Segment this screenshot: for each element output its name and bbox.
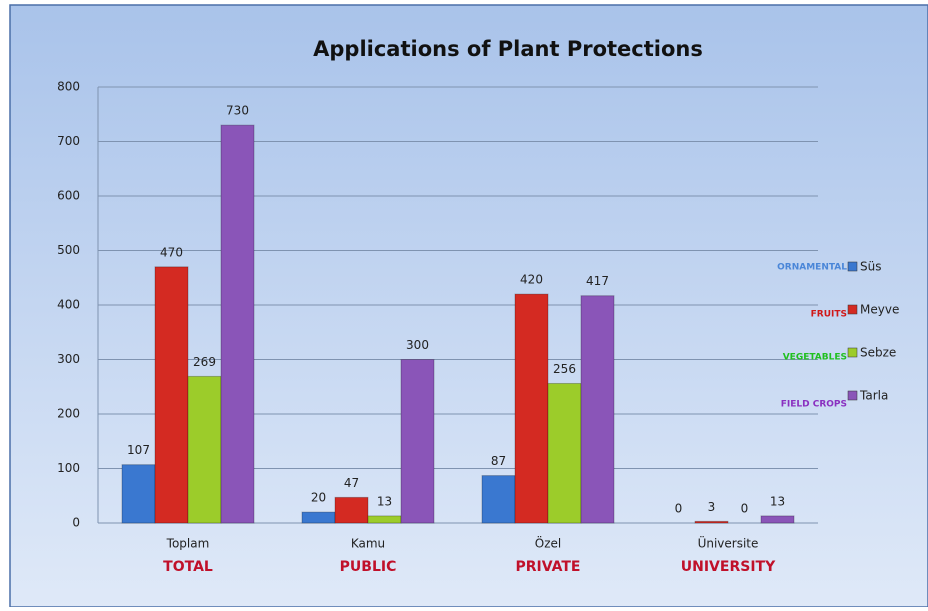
- x-tick-label: Kamu: [351, 537, 385, 551]
- x-tick-label: Üniversite: [698, 535, 759, 551]
- y-tick-label: 600: [57, 189, 80, 203]
- y-tick-label: 800: [57, 80, 80, 94]
- y-tick-label: 0: [72, 516, 80, 530]
- y-tick-label: 200: [57, 407, 80, 421]
- legend-label: Sebze: [860, 346, 896, 360]
- data-label: 420: [520, 273, 543, 287]
- data-label: 269: [193, 355, 216, 369]
- bar: [334, 496, 369, 524]
- legend-label: Meyve: [860, 303, 899, 317]
- category-annotation: TOTAL: [163, 559, 213, 575]
- data-label: 0: [675, 502, 683, 516]
- bar: [760, 515, 795, 524]
- y-tick-label: 100: [57, 461, 80, 475]
- legend-swatch: [847, 390, 858, 401]
- data-label: 13: [377, 494, 392, 508]
- category-annotation: PRIVATE: [516, 559, 581, 575]
- data-label: 3: [708, 500, 716, 514]
- legend-annotation: FIELD CROPS: [781, 400, 847, 410]
- data-label: 107: [127, 443, 150, 457]
- bar: [220, 124, 255, 524]
- data-label: 417: [586, 274, 609, 288]
- y-tick-label: 500: [57, 243, 80, 257]
- x-tick-label: Toplam: [166, 537, 210, 551]
- legend-annotation: ORNAMENTAL: [777, 263, 847, 273]
- data-label: 87: [491, 454, 506, 468]
- bar: [547, 382, 582, 524]
- bar: [580, 295, 615, 524]
- legend-swatch: [847, 261, 858, 272]
- y-tick-label: 700: [57, 134, 80, 148]
- data-label: 470: [160, 245, 183, 259]
- bar: [400, 359, 435, 524]
- legend-annotation: FRUITS: [811, 310, 847, 320]
- legend-swatch: [847, 304, 858, 315]
- y-tick-label: 300: [57, 352, 80, 366]
- legend-label: Tarla: [859, 389, 888, 403]
- bar: [154, 266, 189, 524]
- bar: [514, 293, 549, 524]
- chart-title: Applications of Plant Protections: [313, 37, 703, 61]
- data-label: 13: [770, 494, 785, 508]
- category-annotation: UNIVERSITY: [681, 559, 776, 575]
- data-label: 0: [741, 502, 749, 516]
- bar: [121, 464, 156, 524]
- legend-swatch: [847, 347, 858, 358]
- data-label: 730: [226, 104, 249, 118]
- data-label: 300: [406, 338, 429, 352]
- bar: [694, 520, 729, 524]
- bar: [301, 511, 336, 524]
- category-annotation: PUBLIC: [340, 559, 397, 575]
- bar: [367, 515, 402, 524]
- bar: [187, 375, 222, 524]
- legend-label: Süs: [860, 260, 881, 274]
- legend-annotation: VEGETABLES: [783, 353, 847, 363]
- x-tick-label: Özel: [535, 535, 561, 551]
- data-label: 256: [553, 362, 576, 376]
- data-label: 20: [311, 491, 326, 505]
- bar: [481, 475, 516, 524]
- y-tick-label: 400: [57, 298, 80, 312]
- data-label: 47: [344, 476, 359, 490]
